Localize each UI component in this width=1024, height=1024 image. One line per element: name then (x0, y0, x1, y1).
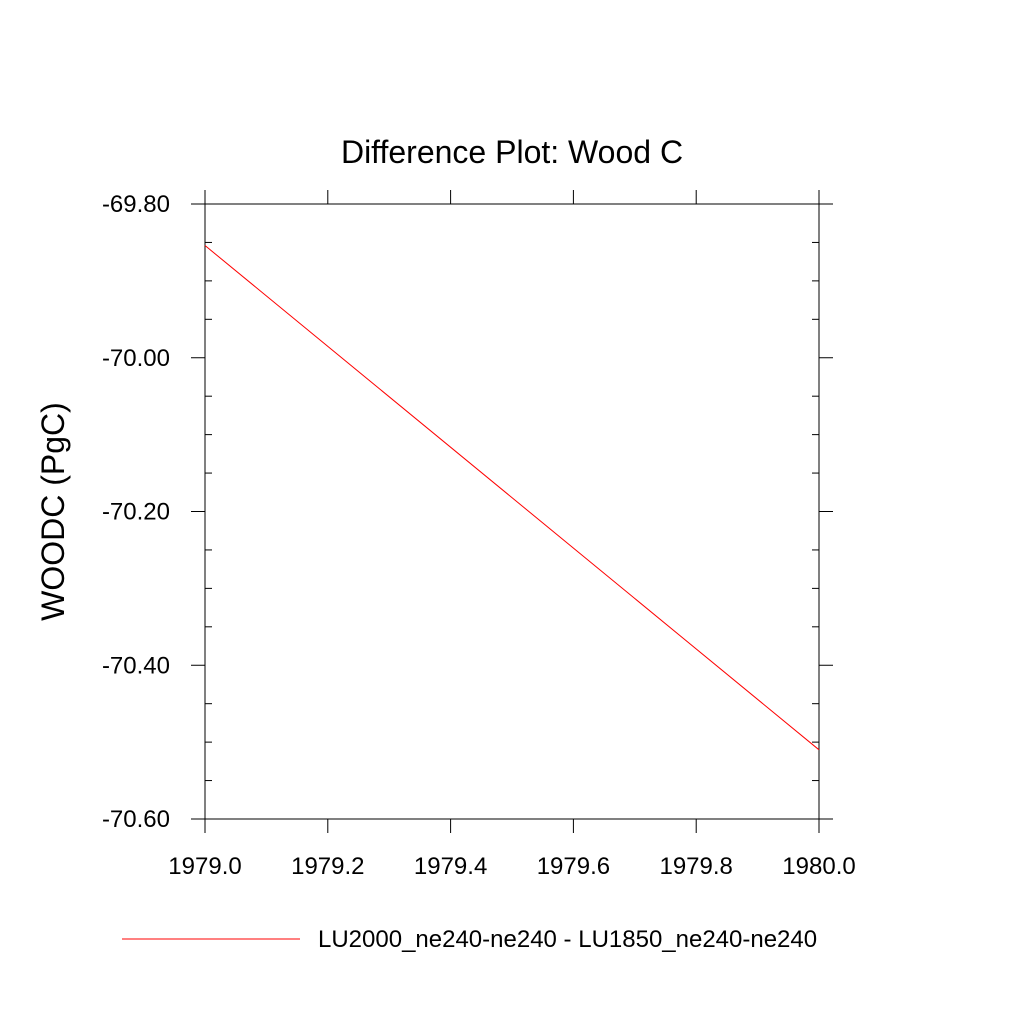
x-tick-label: 1979.6 (537, 853, 610, 880)
x-tick-label: 1980.0 (782, 853, 855, 880)
x-axis: 1979.0 1979.2 1979.4 1979.6 1979.8 1980.0 (168, 190, 856, 880)
x-tick-label: 1979.2 (291, 853, 364, 880)
y-axis-label: WOODC (PgC) (35, 402, 71, 621)
y-tick-label: -70.60 (102, 806, 170, 833)
y-tick-label: -70.40 (102, 652, 170, 679)
series-layer (204, 245, 820, 751)
plot-frame (204, 203, 820, 820)
chart-title: Difference Plot: Wood C (341, 134, 683, 170)
y-axis: -69.80 -70.00 -70.20 -70.40 -70.60 (102, 191, 833, 833)
y-tick-label: -70.20 (102, 499, 170, 526)
x-tick-label: 1979.8 (659, 853, 732, 880)
y-tick-label: -70.00 (102, 345, 170, 372)
y-tick-label: -69.80 (102, 191, 170, 218)
series-line (204, 245, 820, 751)
x-tick-label: 1979.0 (168, 853, 241, 880)
legend-label: LU2000_ne240-ne240 - LU1850_ne240-ne240 (318, 926, 817, 953)
x-tick-label: 1979.4 (414, 853, 487, 880)
